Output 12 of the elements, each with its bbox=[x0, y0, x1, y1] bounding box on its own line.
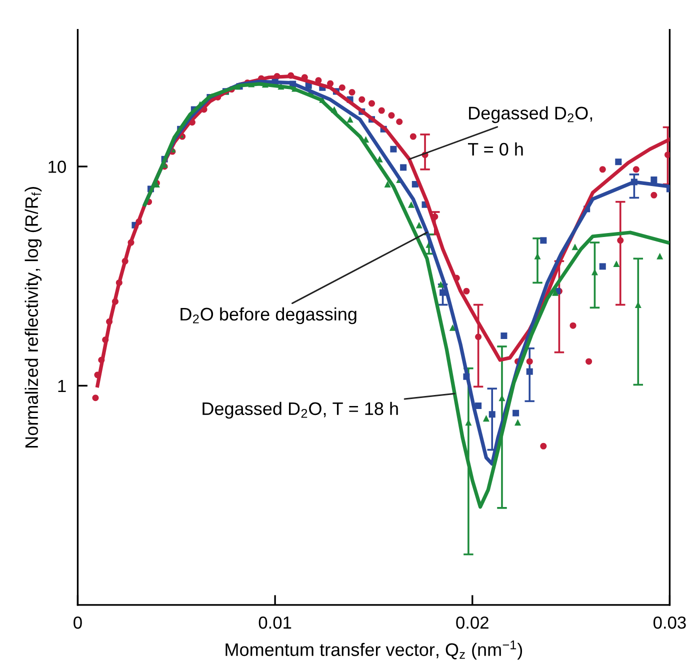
x-tick-label: 0.02 bbox=[456, 616, 488, 629]
x-tick-label: 0.03 bbox=[653, 616, 686, 629]
annotation: D$_{2}$O before degassing bbox=[180, 307, 356, 324]
x-tick-label: 0 bbox=[74, 616, 82, 629]
x-tick-label: 0.01 bbox=[258, 616, 292, 629]
annotation: Degassed D$_{2}$O, T = 18 h bbox=[202, 402, 398, 419]
annotation: T = 0 h bbox=[468, 142, 523, 156]
y-tick-label: 1 bbox=[58, 380, 66, 392]
y-axis-title: Normalized reflectivity, log (R/R$_{f}$) bbox=[24, 187, 42, 448]
annotation: Degassed D$_{2}$O, bbox=[469, 106, 592, 124]
y-tick-label: 10 bbox=[48, 160, 66, 173]
x-axis-title: Momentum transfer vector, Q$_{z}$ (nm$^{−1}$) bbox=[226, 640, 522, 660]
